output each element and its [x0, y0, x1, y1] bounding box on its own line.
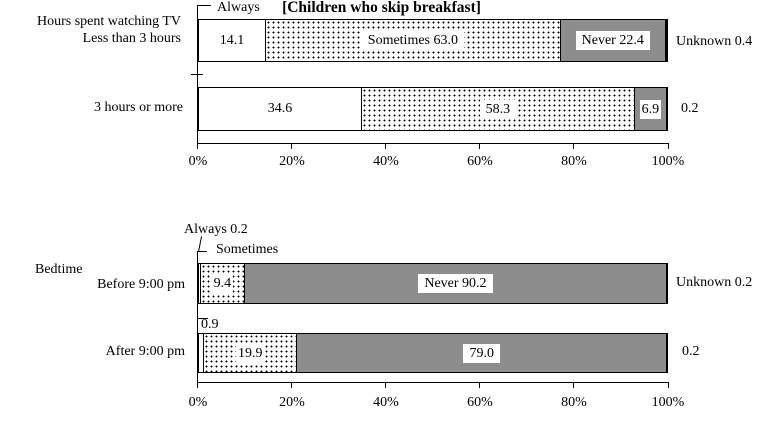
- chart1-x-tick-20: [291, 143, 292, 149]
- segment-unknown: [664, 20, 667, 61]
- chart1-x-ticklabel-100: 100%: [651, 154, 685, 169]
- segment-never: 79.0: [296, 334, 667, 372]
- chart2-always-callout-label: Always 0.2: [184, 222, 248, 237]
- chart1-row1-unknown-label: Unknown 0.4: [676, 34, 753, 49]
- chart1-x-axis-line: [197, 143, 669, 144]
- chart2-row2-unknown-label: 0.2: [682, 344, 700, 359]
- segment-sometimes: 9.4: [199, 264, 244, 303]
- chart1-x-ticklabel-80: 80%: [561, 154, 587, 169]
- chart2-x-axis-line: [197, 382, 669, 383]
- segment-unknown: [666, 334, 667, 372]
- chart2-x-tick-0: [197, 382, 198, 388]
- chart1-always-callout-tick: [197, 5, 211, 6]
- chart1-x-ticklabel-20: 20%: [279, 154, 305, 169]
- segment-value: 19.9: [236, 343, 265, 363]
- segment-never: 6.9: [633, 88, 667, 130]
- segment-sometimes: 58.3: [360, 88, 634, 130]
- chart2-x-tick-80: [573, 382, 574, 388]
- chart1-row2-unknown-label: 0.2: [681, 101, 699, 116]
- segment-value: 34.6: [267, 101, 293, 116]
- segment-value: 14.1: [219, 32, 245, 48]
- chart2-bar-after-9pm: 19.9 79.0: [198, 333, 668, 373]
- segment-never: Never 22.4: [559, 20, 665, 61]
- chart2-row1-unknown-label: Unknown 0.2: [676, 275, 753, 290]
- section-title: [Children who skip breakfast]: [282, 0, 481, 16]
- segment-unknown: [666, 88, 667, 130]
- segment-sometimes: 19.9: [203, 334, 297, 372]
- chart2-x-ticklabel-80: 80%: [561, 395, 587, 410]
- chart2-category-after-9pm: After 9:00 pm: [105, 344, 185, 359]
- segment-always: [199, 264, 200, 303]
- chart2-bar-before-9pm: 9.4 Never 90.2: [198, 263, 668, 304]
- chart2-x-ticklabel-60: 60%: [467, 395, 493, 410]
- segment-value: 79.0: [463, 343, 500, 363]
- chart2-x-ticklabel-20: 20%: [279, 395, 305, 410]
- segment-always: 34.6: [199, 88, 361, 130]
- chart2-always-callout-line: [198, 236, 203, 253]
- chart1-x-tick-40: [385, 143, 386, 149]
- segment-always: 14.1: [199, 20, 265, 61]
- segment-value: 58.3: [479, 99, 517, 119]
- chart1-category-3-hours-or-more: 3 hours or more: [93, 100, 183, 115]
- chart1-x-ticklabel-60: 60%: [467, 154, 493, 169]
- segment-value: Sometimes 63.0: [361, 31, 465, 50]
- segment-value: 6.9: [639, 99, 662, 119]
- chart2-x-ticklabel-40: 40%: [373, 395, 399, 410]
- segment-sometimes: Sometimes 63.0: [264, 20, 560, 61]
- chart2-x-tick-20: [291, 382, 292, 388]
- segment-value: 9.4: [211, 274, 234, 293]
- chart2-x-ticklabel-100: 100%: [651, 395, 685, 410]
- segment-value: Never 90.2: [418, 274, 493, 293]
- chart2-x-tick-60: [479, 382, 480, 388]
- segment-value: Never 22.4: [575, 31, 650, 50]
- chart1-bar-3-hours-or-more: 34.6 58.3 6.9: [198, 87, 668, 131]
- chart2-axis-title: Bedtime: [35, 262, 83, 277]
- chart2-row2-always-callout-tick: [197, 318, 208, 319]
- chart1-always-callout-label: Always: [217, 0, 260, 15]
- chart2-x-tick-40: [385, 382, 386, 388]
- chart1-x-tick-60: [479, 143, 480, 149]
- segment-always: [199, 334, 204, 372]
- chart1-x-ticklabel-40: 40%: [373, 154, 399, 169]
- chart1-category-divider-tick: [191, 74, 203, 75]
- chart1-bar-less-than-3-hours: 14.1 Sometimes 63.0 Never 22.4: [198, 19, 668, 62]
- chart2-sometimes-callout-label: Sometimes: [216, 242, 279, 257]
- chart1-x-tick-80: [573, 143, 574, 149]
- chart2-row2-always-callout-label: 0.9: [201, 317, 219, 332]
- chart2-category-before-9pm: Before 9:00 pm: [97, 277, 185, 292]
- chart1-x-tick-0: [197, 143, 198, 149]
- chart1-category-less-than-3-hours: Less than 3 hours: [82, 31, 181, 46]
- chart1-x-tick-100: [668, 143, 669, 149]
- chart2-y-axis-line: [197, 251, 198, 382]
- chart2-top-tick: [197, 251, 207, 252]
- chart1-x-ticklabel-0: 0%: [188, 154, 208, 169]
- segment-never: Never 90.2: [243, 264, 667, 303]
- chart2-x-tick-100: [668, 382, 669, 388]
- chart2-x-ticklabel-0: 0%: [188, 395, 208, 410]
- segment-unknown: [666, 264, 667, 303]
- chart1-axis-title: Hours spent watching TV: [37, 14, 181, 29]
